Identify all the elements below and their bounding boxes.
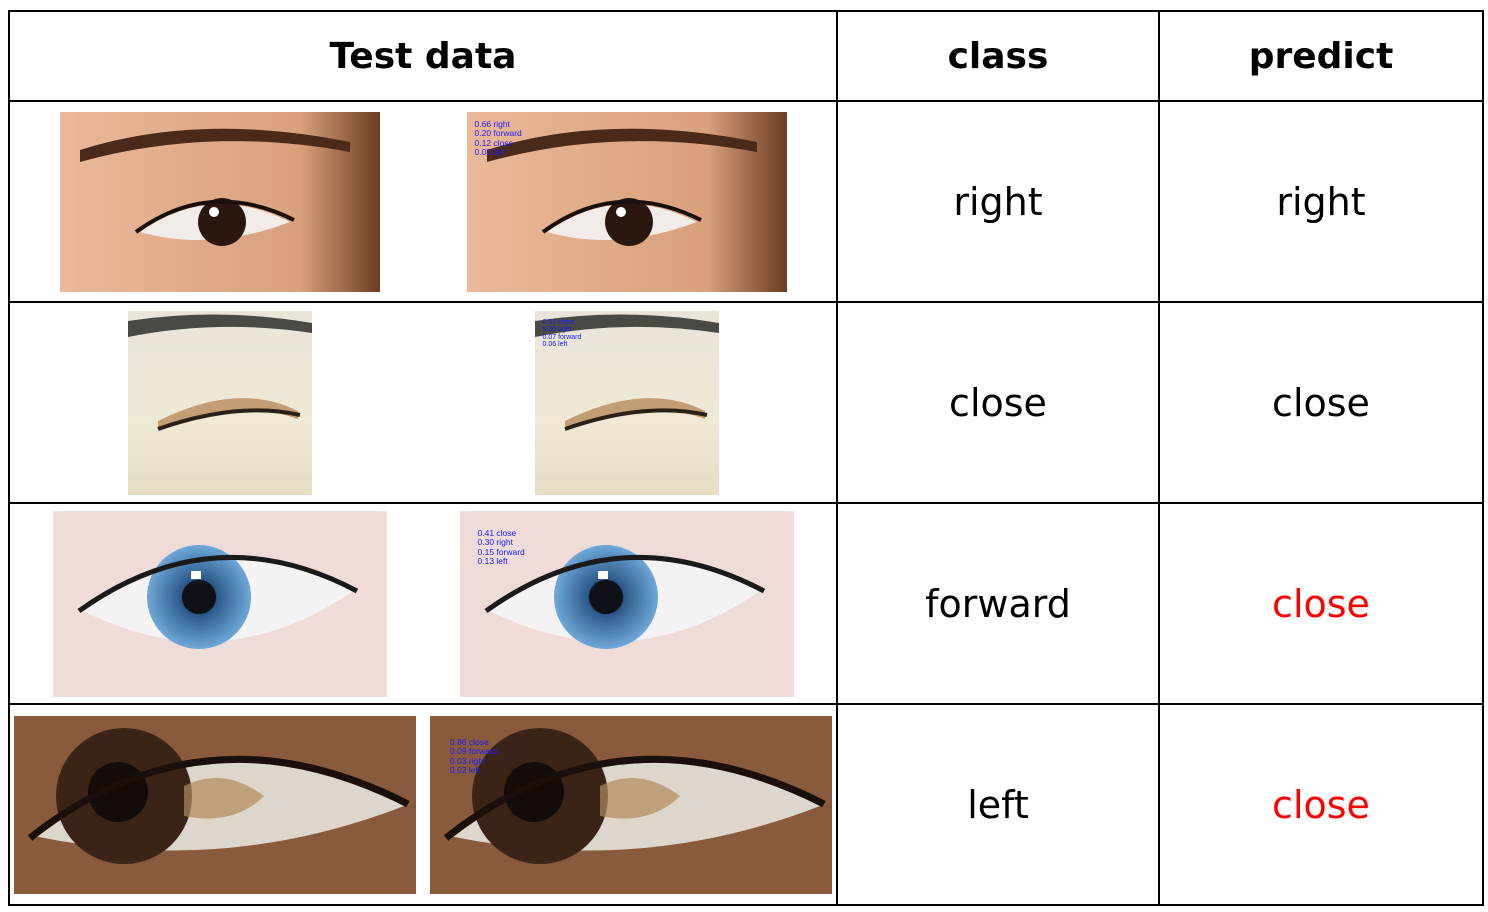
- probability-overlay: 0.57 close 0.35 right 0.07 forward 0.06 le…: [542, 318, 582, 349]
- test-data-cell: 0.41 close 0.30 right 0.15 forward 0.13 le…: [8, 502, 838, 705]
- predict-cell: close: [1158, 301, 1484, 504]
- table-row: 0.57 close 0.35 right 0.07 forward 0.06 le…: [8, 301, 1484, 504]
- test-data-cell: 0.86 close 0.09 forward 0.03 right 0.02 le…: [8, 703, 838, 906]
- eye-image-original: [14, 715, 416, 894]
- eye-image-predicted: 0.86 close 0.09 forward 0.03 right 0.02 le…: [430, 715, 832, 894]
- eye-image-predicted: 0.66 right 0.20 forward 0.12 close 0.03 le…: [466, 111, 787, 292]
- test-data-cell: 0.66 right 0.20 forward 0.12 close 0.03 le…: [8, 100, 838, 303]
- header-row: Test data class predict: [8, 10, 1484, 102]
- predict-cell: right: [1158, 100, 1484, 303]
- eye-image-predicted: 0.57 close 0.35 right 0.07 forward 0.06 le…: [534, 310, 719, 495]
- eye-image-original: [59, 111, 380, 292]
- results-table: Test data class predict: [8, 10, 1484, 906]
- eye-image-original: [52, 510, 387, 697]
- predict-cell: close: [1158, 703, 1484, 906]
- class-cell: right: [836, 100, 1160, 303]
- table-row: 0.66 right 0.20 forward 0.12 close 0.03 le…: [8, 100, 1484, 303]
- class-cell: left: [836, 703, 1160, 906]
- table-row: 0.86 close 0.09 forward 0.03 right 0.02 le…: [8, 703, 1484, 906]
- class-cell: close: [836, 301, 1160, 504]
- probability-overlay: 0.41 close 0.30 right 0.15 forward 0.13 le…: [477, 527, 525, 566]
- probability-overlay: 0.86 close 0.09 forward 0.03 right 0.02 le…: [450, 736, 498, 775]
- eye-image-original: [127, 310, 312, 495]
- header-predict: predict: [1158, 10, 1484, 102]
- predict-cell: close: [1158, 502, 1484, 705]
- header-test-data: Test data: [8, 10, 838, 102]
- header-class: class: [836, 10, 1160, 102]
- test-data-cell: 0.57 close 0.35 right 0.07 forward 0.06 le…: [8, 301, 838, 504]
- probability-overlay: 0.66 right 0.20 forward 0.12 close 0.03 le…: [474, 118, 522, 157]
- class-cell: forward: [836, 502, 1160, 705]
- eye-image-predicted: 0.41 close 0.30 right 0.15 forward 0.13 le…: [459, 510, 794, 697]
- table-row: 0.41 close 0.30 right 0.15 forward 0.13 le…: [8, 502, 1484, 705]
